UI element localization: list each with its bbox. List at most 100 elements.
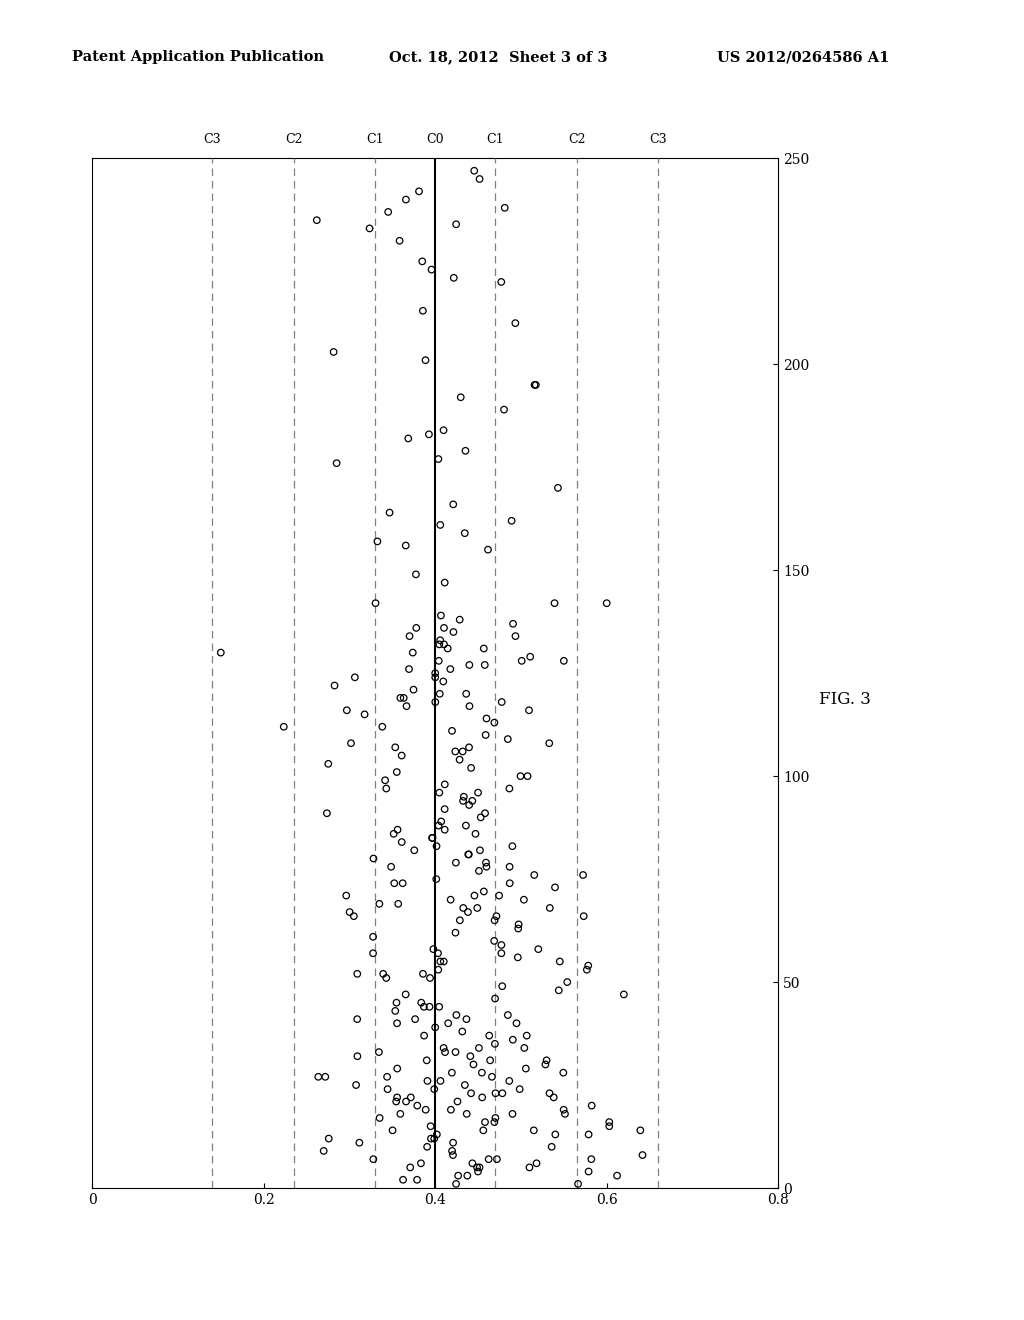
Point [526,375,543,396]
Point [398,696,415,717]
Point [465,1053,481,1074]
Point [475,1119,492,1140]
Point [411,181,427,202]
Point [383,857,399,878]
Point [478,853,495,874]
Point [379,1067,395,1088]
Point [365,942,381,964]
Point [444,1144,461,1166]
Point [504,836,520,857]
Point [547,1123,563,1144]
Point [378,968,394,989]
Point [392,1104,409,1125]
Point [452,909,468,931]
Point [432,515,449,536]
Point [521,700,538,721]
Point [512,766,528,787]
Point [584,1096,600,1117]
Point [407,1008,423,1030]
Point [530,939,547,960]
Point [388,1090,404,1111]
Point [275,717,292,738]
Point [477,725,494,746]
Point [436,799,453,820]
Point [436,572,453,593]
Point [458,684,474,705]
Point [366,1148,382,1170]
Point [421,424,437,445]
Point [409,1170,425,1191]
Point [426,1078,442,1100]
Point [397,189,414,210]
Point [556,651,572,672]
Point [510,917,526,939]
Point [430,942,446,964]
Point [390,894,407,915]
Point [518,1026,535,1047]
Point [430,814,446,836]
Point [504,511,520,532]
Point [455,898,471,919]
Point [347,667,364,688]
Point [486,1111,503,1133]
Point [431,997,447,1018]
Point [480,539,497,560]
Point [371,1041,387,1063]
Point [598,593,614,614]
Point [388,993,404,1014]
Point [442,1100,459,1121]
Point [462,1045,478,1067]
Text: C0: C0 [426,133,444,147]
Point [461,655,477,676]
Point [467,824,483,845]
Point [497,197,513,218]
Point [494,935,510,956]
Point [449,1005,465,1026]
Point [415,300,431,321]
Point [389,1059,406,1080]
Point [401,626,418,647]
Point [461,843,477,865]
Point [381,502,397,523]
Point [494,942,510,964]
Point [494,692,510,713]
Point [461,696,477,717]
Point [431,634,447,655]
Point [380,1078,396,1100]
Point [569,1173,586,1195]
Point [436,634,453,655]
Point [428,869,444,890]
Point [478,708,495,729]
Point [547,876,563,898]
Text: FIG. 3: FIG. 3 [819,692,871,708]
Point [519,766,536,787]
Text: C3: C3 [649,133,667,147]
Point [460,843,476,865]
Point [393,832,410,853]
Point [349,1008,366,1030]
Point [349,964,366,985]
Point [431,781,447,803]
Point [421,997,437,1018]
Point [494,975,510,997]
Point [528,1152,545,1173]
Point [430,651,446,672]
Point [435,1038,452,1059]
Point [436,774,453,795]
Point [429,1123,445,1144]
Point [500,1005,516,1026]
Point [512,1078,528,1100]
Point [463,758,479,779]
Point [471,169,487,190]
Point [575,906,592,927]
Point [413,1152,429,1173]
Point [471,1038,487,1059]
Point [213,642,229,663]
Point [415,964,431,985]
Point [356,704,373,725]
Point [463,1082,479,1104]
Point [422,968,438,989]
Point [339,700,355,721]
Point [445,622,462,643]
Point [547,593,563,614]
